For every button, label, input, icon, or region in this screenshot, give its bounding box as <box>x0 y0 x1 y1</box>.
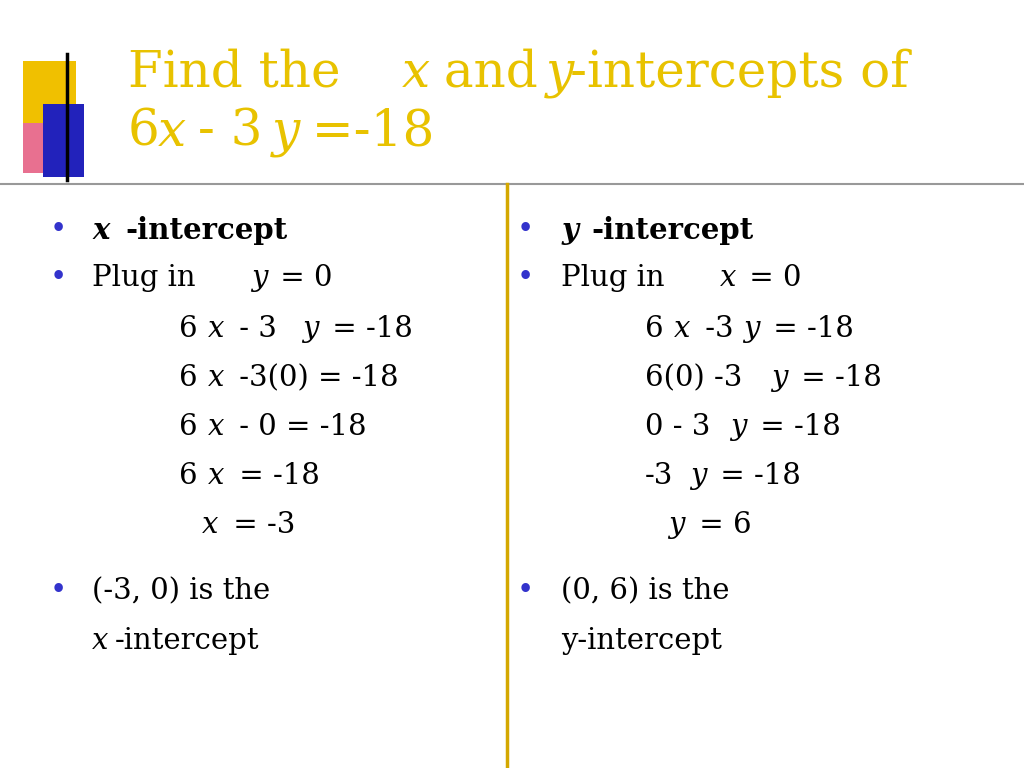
Text: =-18: =-18 <box>296 108 434 157</box>
Text: •: • <box>49 578 67 605</box>
Text: -3(0) = -18: -3(0) = -18 <box>230 364 399 392</box>
Text: Find the: Find the <box>128 48 356 98</box>
Text: x: x <box>208 315 224 343</box>
Text: y-intercept: y-intercept <box>561 627 722 655</box>
Text: 6: 6 <box>645 315 664 343</box>
Text: (-3, 0) is the: (-3, 0) is the <box>92 578 270 605</box>
Text: •: • <box>517 264 535 292</box>
Text: 6: 6 <box>179 413 198 441</box>
Text: •: • <box>517 578 535 605</box>
Text: y: y <box>271 108 300 157</box>
Text: y: y <box>771 364 787 392</box>
Text: x: x <box>92 216 110 245</box>
Text: 6: 6 <box>179 364 198 392</box>
Text: and: and <box>428 48 554 98</box>
Text: (0, 6) is the: (0, 6) is the <box>561 578 730 605</box>
Text: 0 - 3: 0 - 3 <box>645 413 711 441</box>
Text: x: x <box>158 108 186 157</box>
Text: Plug in: Plug in <box>92 264 205 292</box>
Text: -3: -3 <box>696 315 734 343</box>
Text: y: y <box>561 216 578 245</box>
Text: x: x <box>202 511 218 539</box>
Text: x: x <box>674 315 690 343</box>
Text: •: • <box>49 264 67 292</box>
Text: 6: 6 <box>128 108 160 157</box>
Text: x: x <box>92 627 109 655</box>
Text: 6: 6 <box>179 315 198 343</box>
Text: y: y <box>302 315 318 343</box>
Text: x: x <box>208 462 224 490</box>
Text: - 3: - 3 <box>182 108 263 157</box>
Text: x: x <box>401 48 430 98</box>
Text: - 3: - 3 <box>230 315 278 343</box>
Text: 6: 6 <box>179 462 198 490</box>
Text: = -18: = -18 <box>230 462 321 490</box>
Text: y: y <box>730 413 746 441</box>
Text: x: x <box>208 413 224 441</box>
Text: = -18: = -18 <box>751 413 841 441</box>
Text: y: y <box>668 511 684 539</box>
Text: •: • <box>517 217 535 244</box>
Text: = -18: = -18 <box>764 315 854 343</box>
Text: = 6: = 6 <box>690 511 752 539</box>
Text: -intercept: -intercept <box>592 216 754 245</box>
Text: = -18: = -18 <box>792 364 882 392</box>
Text: Plug in: Plug in <box>561 264 674 292</box>
Text: -intercept: -intercept <box>115 627 259 655</box>
Text: = 0: = 0 <box>740 264 802 292</box>
Text: = -3: = -3 <box>224 511 296 539</box>
Text: x: x <box>720 264 736 292</box>
Text: = 0: = 0 <box>271 264 333 292</box>
Text: = -18: = -18 <box>323 315 413 343</box>
Text: -intercepts of: -intercepts of <box>570 48 909 98</box>
Text: y: y <box>546 48 574 98</box>
Text: y: y <box>690 462 707 490</box>
Text: x: x <box>208 364 224 392</box>
Text: -intercept: -intercept <box>125 216 287 245</box>
Bar <box>23 123 53 173</box>
Text: -3: -3 <box>645 462 674 490</box>
Text: = -18: = -18 <box>711 462 801 490</box>
Text: - 0 = -18: - 0 = -18 <box>230 413 367 441</box>
Text: 6(0) -3: 6(0) -3 <box>645 364 742 392</box>
Bar <box>23 61 76 157</box>
Text: •: • <box>49 217 67 244</box>
Text: y: y <box>251 264 267 292</box>
Text: y: y <box>743 315 760 343</box>
Bar <box>43 104 84 177</box>
